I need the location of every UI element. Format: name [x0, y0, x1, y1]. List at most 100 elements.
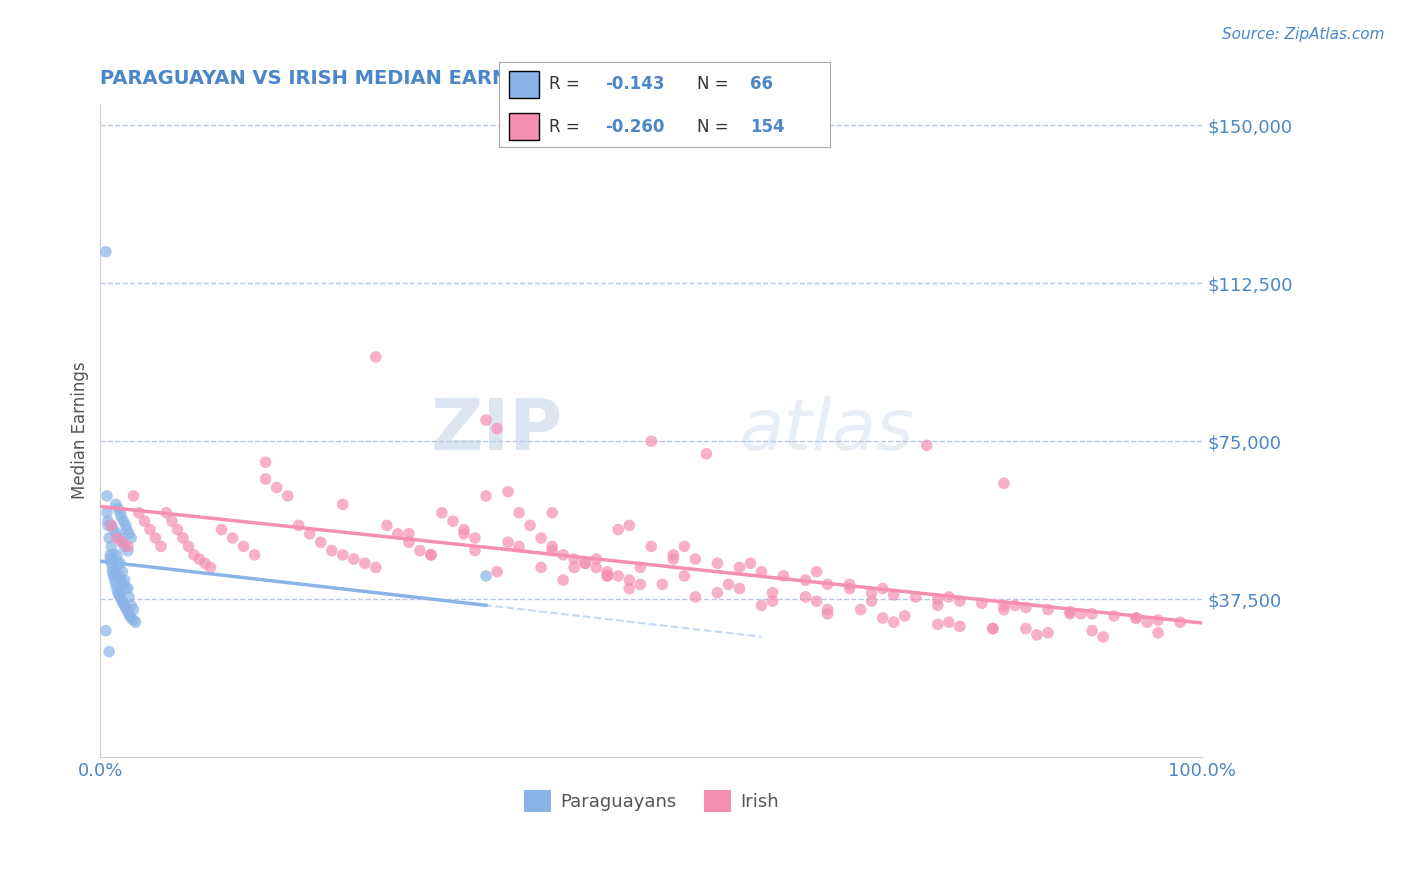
Point — [104, 565, 127, 579]
Point — [398, 526, 420, 541]
Point — [94, 244, 117, 259]
Point — [938, 615, 960, 630]
Point — [453, 523, 475, 537]
Point — [619, 518, 641, 533]
Point — [409, 543, 432, 558]
Point — [993, 476, 1015, 491]
Text: R =: R = — [548, 118, 585, 136]
Point — [105, 548, 128, 562]
Point — [817, 607, 839, 621]
Point — [353, 556, 375, 570]
Point — [111, 535, 134, 549]
Point — [105, 526, 128, 541]
Point — [673, 569, 696, 583]
Point — [1081, 624, 1104, 638]
Point — [872, 611, 894, 625]
Point — [120, 599, 142, 613]
Point — [97, 514, 120, 528]
Point — [1125, 611, 1147, 625]
Point — [117, 540, 139, 554]
Point — [120, 531, 142, 545]
Point — [332, 548, 354, 562]
Point — [194, 556, 217, 570]
Point — [232, 540, 254, 554]
Point — [183, 548, 205, 562]
Point — [145, 531, 167, 545]
Point — [1147, 613, 1170, 627]
Point — [101, 565, 124, 579]
Text: 154: 154 — [751, 118, 785, 136]
Point — [441, 514, 464, 528]
Point — [120, 611, 142, 625]
Point — [553, 573, 575, 587]
Point — [628, 560, 651, 574]
Point — [519, 518, 541, 533]
Point — [98, 531, 121, 545]
Point — [1092, 630, 1115, 644]
Point — [115, 602, 138, 616]
Point — [107, 556, 129, 570]
Point — [103, 569, 125, 583]
Point — [695, 447, 717, 461]
Point — [118, 526, 141, 541]
Point — [110, 592, 132, 607]
Point — [128, 506, 150, 520]
Point — [118, 607, 141, 621]
Point — [166, 523, 188, 537]
Text: 66: 66 — [751, 76, 773, 94]
FancyBboxPatch shape — [509, 113, 538, 140]
Point — [1036, 625, 1059, 640]
Point — [872, 582, 894, 596]
Point — [111, 535, 134, 549]
Point — [794, 590, 817, 604]
Point — [904, 590, 927, 604]
Point — [298, 526, 321, 541]
Point — [100, 518, 122, 533]
Text: N =: N = — [697, 76, 734, 94]
Point — [387, 526, 409, 541]
Point — [100, 540, 122, 554]
Point — [993, 602, 1015, 616]
Point — [640, 434, 662, 449]
Point — [98, 645, 121, 659]
Point — [685, 552, 707, 566]
Point — [419, 548, 441, 562]
Point — [651, 577, 673, 591]
Point — [993, 599, 1015, 613]
Text: Source: ZipAtlas.com: Source: ZipAtlas.com — [1222, 27, 1385, 42]
Point — [172, 531, 194, 545]
Text: -0.260: -0.260 — [605, 118, 664, 136]
Point — [530, 560, 553, 574]
Point — [772, 569, 794, 583]
Point — [1036, 602, 1059, 616]
Point — [486, 565, 509, 579]
Point — [585, 552, 607, 566]
Point — [662, 548, 685, 562]
Point — [838, 582, 860, 596]
Point — [475, 489, 498, 503]
Point — [585, 560, 607, 574]
Point — [761, 586, 783, 600]
Point — [117, 582, 139, 596]
Point — [1070, 607, 1092, 621]
Point — [177, 540, 200, 554]
Point — [1059, 605, 1081, 619]
Point — [419, 548, 441, 562]
Point — [120, 608, 142, 623]
Point — [122, 489, 145, 503]
Point — [118, 590, 141, 604]
Point — [108, 590, 131, 604]
Point — [115, 523, 138, 537]
Point — [927, 592, 949, 607]
Point — [139, 523, 162, 537]
Point — [1059, 607, 1081, 621]
Point — [1015, 622, 1038, 636]
Point — [105, 582, 128, 596]
Point — [112, 596, 135, 610]
Point — [640, 540, 662, 554]
Point — [107, 586, 129, 600]
Point — [883, 615, 905, 630]
Point — [619, 582, 641, 596]
Point — [464, 543, 486, 558]
Point — [1026, 628, 1049, 642]
